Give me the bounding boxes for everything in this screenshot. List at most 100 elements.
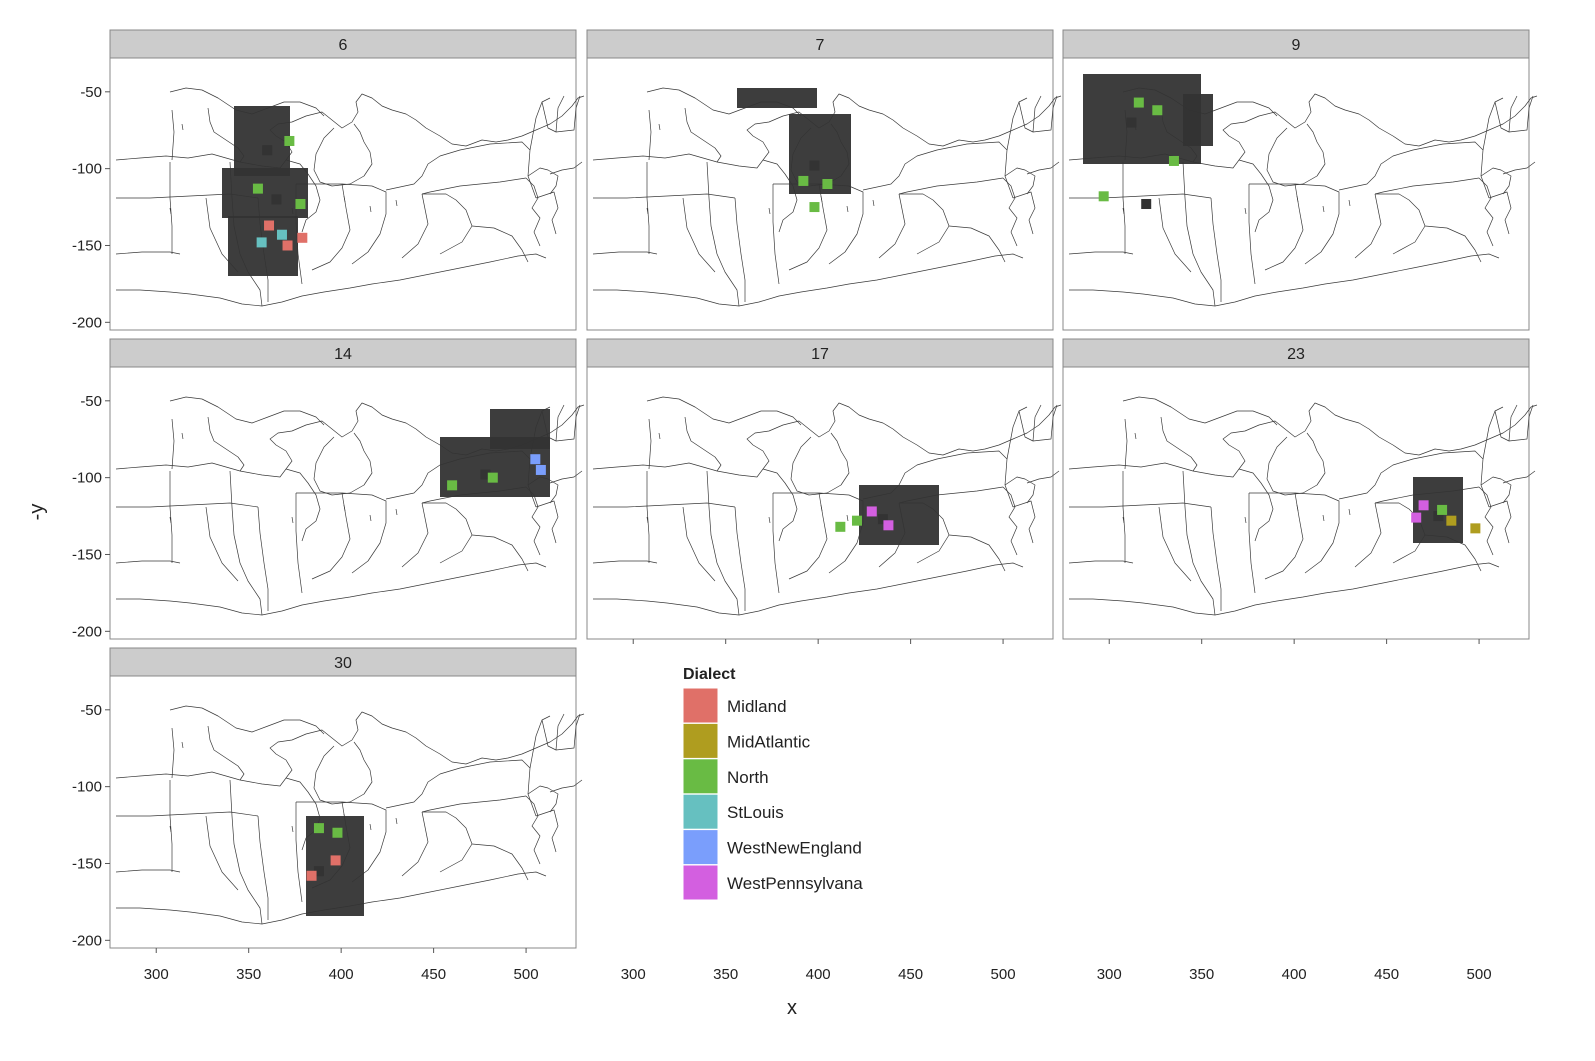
legend-label-westnewengland: WestNewEngland <box>727 839 862 858</box>
x-tick-label: 300 <box>621 966 646 983</box>
y-tick-label: -200 <box>72 623 102 640</box>
county-cell-North <box>295 198 306 209</box>
county-cell-none <box>1433 511 1444 522</box>
y-tick-label: -150 <box>72 546 102 563</box>
legend-label-stlouis: StLouis <box>727 803 784 822</box>
county-cell-StLouis <box>256 237 267 248</box>
county-cell-WestNewEngland <box>535 464 546 475</box>
county-cluster <box>1183 94 1213 146</box>
facet-strip <box>586 29 1054 59</box>
panel-plot-area <box>1068 396 1538 616</box>
facet-strip-label: 6 <box>339 37 348 54</box>
county-cell-none <box>1141 198 1152 209</box>
y-tick-label: -100 <box>72 161 102 178</box>
y-tick-label: -100 <box>72 779 102 796</box>
county-cell-North <box>252 183 263 194</box>
legend-swatch-stlouis <box>682 793 719 830</box>
county-cell-WestNewEngland <box>530 454 541 465</box>
county-cell-North <box>851 515 862 526</box>
facet-panel-7: 7 <box>586 29 1062 331</box>
y-tick-label: -200 <box>72 932 102 949</box>
county-cell-MidAtlantic <box>1470 523 1481 534</box>
x-tick-label: 300 <box>1097 966 1122 983</box>
y-tick-label: -50 <box>80 84 102 101</box>
legend-label-midland: Midland <box>727 697 787 716</box>
legend-swatch-westpennsylvana <box>682 864 719 901</box>
y-axis-label: -y <box>26 504 48 521</box>
x-tick-label: 400 <box>806 966 831 983</box>
x-tick-label: 450 <box>421 966 446 983</box>
x-tick-label: 350 <box>236 966 261 983</box>
facet-panel-9: 9 <box>1062 29 1538 331</box>
facet-strip <box>1062 338 1530 368</box>
county-cell-WestPennsylvana <box>1411 512 1422 523</box>
county-cell-none <box>1126 117 1137 128</box>
county-cell-none <box>877 514 888 525</box>
county-cell-Midland <box>330 855 341 866</box>
facet-panel-17: 17 <box>586 338 1062 640</box>
facet-panel-30: 30 -50 -100 -150 -200 <box>72 647 585 949</box>
county-cluster <box>737 88 817 108</box>
facet-strip <box>586 338 1054 368</box>
facet-strip <box>109 647 577 677</box>
facet-strip <box>109 29 577 59</box>
county-cell-none <box>271 194 282 205</box>
y-tick-label: -50 <box>80 393 102 410</box>
legend-swatch-north <box>682 758 719 795</box>
county-cell-North <box>487 472 498 483</box>
panel-plot-area <box>592 396 1062 616</box>
legend-title: Dialect <box>683 666 736 683</box>
county-cell-Midland <box>264 220 275 231</box>
panel-background <box>586 366 1054 640</box>
county-cell-WestPennsylvana <box>883 520 894 531</box>
x-tick-label: 400 <box>1282 966 1307 983</box>
county-cell-none <box>313 866 324 877</box>
panel-background <box>109 57 577 331</box>
county-cell-North <box>284 135 295 146</box>
county-cell-North <box>1168 155 1179 166</box>
legend-label-midatlantic: MidAtlantic <box>727 732 811 751</box>
x-tick-label: 350 <box>713 966 738 983</box>
facet-strip <box>1062 29 1530 59</box>
x-tick-label: 450 <box>898 966 923 983</box>
facet-strip <box>109 338 577 368</box>
facet-strip-label: 14 <box>334 346 352 363</box>
county-cell-MidAtlantic <box>1446 515 1457 526</box>
panel-plot-area <box>115 396 585 616</box>
x-tick-label: 500 <box>991 966 1016 983</box>
legend-label-westpennsylvana: WestPennsylvana <box>727 874 863 893</box>
county-cluster <box>490 409 550 449</box>
county-cell-none <box>809 160 820 171</box>
y-tick-label: -200 <box>72 314 102 331</box>
legend: Dialect Midland MidAtlantic North StLouis Wes… <box>682 666 863 901</box>
x-axis-label: x <box>787 997 797 1019</box>
county-cell-none <box>262 145 273 156</box>
x-tick-label: 500 <box>1467 966 1492 983</box>
x-tick-label: 500 <box>514 966 539 983</box>
legend-label-north: North <box>727 768 769 787</box>
county-cell-Midland <box>282 240 293 251</box>
county-cluster <box>234 106 290 176</box>
x-tick-label: 450 <box>1374 966 1399 983</box>
county-cell-none <box>480 469 491 480</box>
facet-strip-label: 30 <box>334 655 352 672</box>
county-cell-North <box>1133 97 1144 108</box>
x-tick-label: 400 <box>329 966 354 983</box>
x-tick-label: 300 <box>144 966 169 983</box>
facet-strip-label: 7 <box>816 37 825 54</box>
county-cell-StLouis <box>276 229 287 240</box>
county-cluster <box>789 114 851 194</box>
facet-panel-23: 23 <box>1062 338 1538 640</box>
x-tick-label: 350 <box>1189 966 1214 983</box>
y-tick-label: -50 <box>80 702 102 719</box>
facet-strip-label: 23 <box>1287 346 1305 363</box>
panel-plot-area <box>115 705 585 925</box>
facet-panel-6: 6 -50 -100 -150 -200 <box>72 29 585 331</box>
legend-swatch-midland <box>682 687 719 724</box>
county-cell-North <box>447 480 458 491</box>
county-cell-North <box>1152 105 1163 116</box>
county-cell-North <box>1098 191 1109 202</box>
panel-plot-area <box>115 87 585 307</box>
county-cell-North <box>1437 504 1448 515</box>
